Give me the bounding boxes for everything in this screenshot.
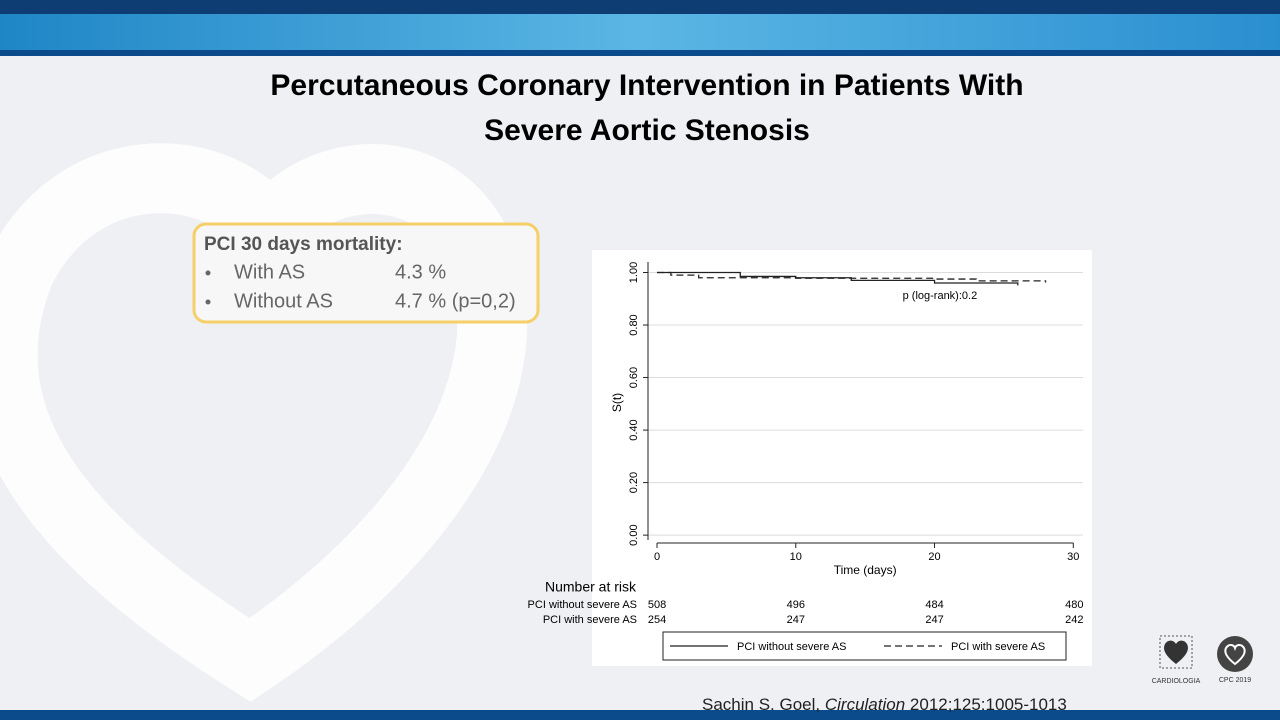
footer-bar [0, 710, 1280, 720]
y-axis-label: S(t) [610, 393, 624, 412]
item-label: Without AS [234, 290, 333, 312]
bullet [205, 299, 211, 305]
summary-heading: PCI 30 days mortality: [204, 234, 403, 255]
logo-text: CPC 2019 [1219, 677, 1251, 684]
chart: 0.00 0.20 0.40 0.60 0.80 1.00 0 10 20 30 Time (day… [528, 262, 1083, 661]
x-axis-label: Time (days) [834, 563, 897, 577]
x-tick-label: 0 [654, 551, 660, 563]
citation-journal: Circulation [825, 695, 905, 714]
risk-count: 496 [787, 599, 805, 611]
logo-heart [1224, 644, 1246, 666]
slide-title: Severe Aortic Stenosis [484, 114, 810, 147]
x-tick-label: 30 [1067, 551, 1079, 563]
item-value: 4.3 % [395, 261, 446, 283]
x-tick-label: 10 [790, 551, 802, 563]
survival-line [657, 271, 1047, 283]
risk-count: 254 [648, 614, 666, 626]
summary-list: With AS 4.3 % Without AS 4.7 % (p=0,2) [205, 261, 516, 312]
logo-heart [1164, 640, 1188, 664]
citation-author: Sachin S. Goel, [702, 695, 820, 714]
y-tick-label: 0.00 [628, 524, 640, 545]
x-tick-label: 20 [928, 551, 940, 563]
header-banner [0, 14, 1280, 50]
risk-count: 480 [1065, 599, 1083, 611]
risk-count: 508 [648, 599, 666, 611]
y-tick-label: 0.20 [628, 472, 640, 493]
chart-panel [592, 250, 1092, 666]
citation-ref: 2012;125:1005-1013 [910, 695, 1067, 714]
risk-count: 247 [925, 614, 943, 626]
logo-mark [1159, 635, 1193, 669]
y-tick-label: 0.40 [628, 419, 640, 440]
logo-text: CARDIOLOGIA [1152, 678, 1201, 685]
item-value: 4.7 % (p=0,2) [395, 290, 516, 312]
header-top [0, 0, 1280, 14]
risk-table-title: Number at risk [545, 579, 637, 595]
bullet [205, 270, 211, 276]
y-tick-label: 0.60 [628, 367, 640, 388]
header-edge [0, 50, 1280, 56]
society-logo: CARDIOLOGIA [1152, 635, 1201, 685]
risk-count: 242 [1065, 614, 1083, 626]
annotation: p (log-rank):0.2 [903, 290, 978, 302]
citation: Sachin S. Goel, Circulation 2012;125:100… [702, 695, 1067, 714]
y-tick-label: 0.80 [628, 314, 640, 335]
slide-title: Percutaneous Coronary Intervention in Pa… [270, 69, 1023, 102]
risk-row-label: PCI without severe AS [528, 599, 637, 611]
logo-circle [1217, 636, 1253, 672]
summary-box [192, 222, 540, 324]
legend-label: PCI without severe AS [737, 641, 846, 653]
congress-logo: CPC 2019 [1217, 636, 1253, 684]
risk-row-label: PCI with severe AS [543, 614, 637, 626]
risk-count: 247 [787, 614, 805, 626]
y-tick-label: 1.00 [628, 262, 640, 283]
item-label: With AS [234, 261, 305, 283]
legend-label: PCI with severe AS [951, 641, 1045, 653]
risk-count: 484 [925, 599, 943, 611]
legend-box [662, 631, 1067, 661]
